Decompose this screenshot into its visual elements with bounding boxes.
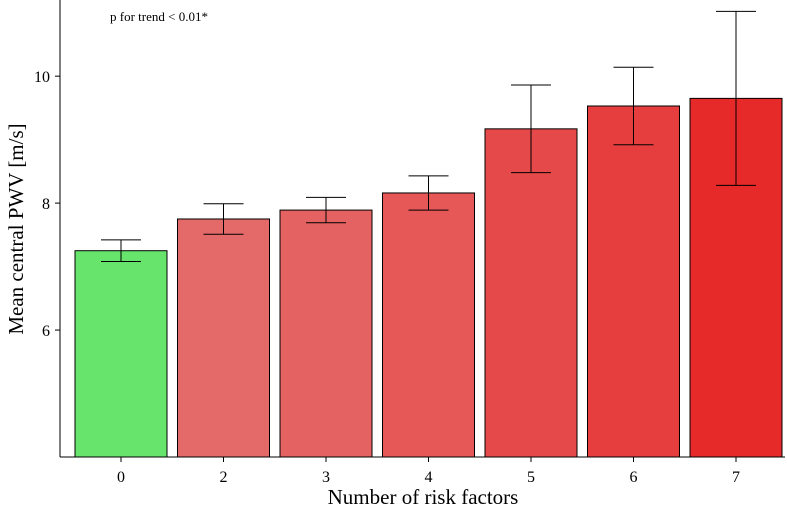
bar-4 [382, 192, 475, 458]
x-axis-title: Number of risk factors [328, 485, 519, 509]
x-tick-label: 4 [425, 469, 433, 486]
bar-3 [279, 209, 373, 458]
y-tick-label: 10 [34, 69, 50, 86]
y-tick-label: 6 [42, 323, 50, 340]
x-tick-label: 0 [117, 469, 125, 486]
x-tick-label: 5 [527, 469, 535, 486]
trend-annotation: p for trend < 0.01* [110, 9, 208, 24]
x-tick-label: 6 [630, 469, 638, 486]
error-bar-5 [511, 84, 551, 174]
error-bar-4 [408, 175, 449, 211]
y-tick-label: 8 [42, 196, 50, 213]
y-ticks: 6 8 10 [34, 69, 60, 340]
bar-6 [587, 105, 680, 458]
error-bar-0 [101, 239, 141, 263]
error-bar-3 [306, 196, 346, 224]
y-axis-title: Mean central PWV [m/s] [4, 123, 28, 334]
bar-0 [74, 250, 168, 458]
x-tick-label: 2 [220, 469, 228, 486]
x-ticks: 0 2 3 4 5 6 7 [117, 457, 740, 486]
x-tick-label: 3 [322, 469, 330, 486]
bars-layer [74, 97, 783, 458]
error-bar-6 [613, 66, 654, 146]
error-bars-layer [101, 10, 756, 263]
bar-2 [177, 218, 270, 458]
x-tick-label: 7 [732, 469, 740, 486]
bar-5 [484, 128, 578, 458]
error-bar-7 [716, 10, 756, 186]
error-bar-2 [203, 203, 244, 235]
